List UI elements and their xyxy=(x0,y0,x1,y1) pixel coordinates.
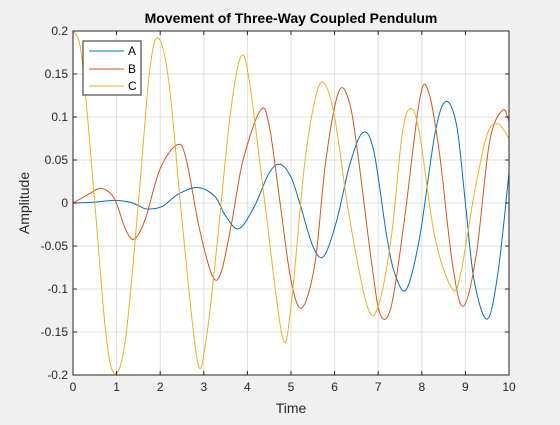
y-tick-label: 0.05 xyxy=(45,153,69,167)
legend-label-b: B xyxy=(128,62,136,76)
legend[interactable]: A B C xyxy=(82,40,142,96)
y-tick-label: -0.05 xyxy=(41,239,69,253)
y-tick-label: 0 xyxy=(61,196,68,210)
x-tick-label: 8 xyxy=(418,380,425,394)
x-tick-label: 9 xyxy=(462,380,469,394)
x-tick-label: 5 xyxy=(288,380,295,394)
chart-title: Movement of Three-Way Coupled Pendulum xyxy=(145,10,438,26)
x-tick-label: 1 xyxy=(113,380,120,394)
x-axis-title: Time xyxy=(276,400,307,416)
x-tick-label: 7 xyxy=(375,380,382,394)
y-tick-label: -0.2 xyxy=(47,368,68,382)
x-tick-label: 10 xyxy=(502,380,516,394)
y-axis-title: Amplitude xyxy=(16,172,32,234)
series-layer xyxy=(73,31,509,374)
legend-label-a: A xyxy=(128,44,136,58)
x-tick-label: 4 xyxy=(244,380,251,394)
y-tick-label: 0.2 xyxy=(51,24,68,38)
y-tick-label: -0.15 xyxy=(41,325,69,339)
x-tick-label: 6 xyxy=(331,380,338,394)
y-tick-label: 0.1 xyxy=(51,110,68,124)
x-tick-label: 2 xyxy=(157,380,164,394)
y-tick-label: -0.1 xyxy=(47,282,68,296)
series-line-a xyxy=(73,100,509,320)
series-line-b xyxy=(73,83,509,320)
series-line-c xyxy=(73,31,509,374)
legend-label-c: C xyxy=(128,79,137,93)
x-tick-label: 0 xyxy=(70,380,77,394)
x-tick-label: 3 xyxy=(200,380,207,394)
y-tick-label: 0.15 xyxy=(45,67,69,81)
ticks: 0 1 2 3 4 5 6 7 8 9 10 -0.2 -0.15 -0.1 -0.05 0 0.05 0.1 0.… xyxy=(41,24,516,394)
